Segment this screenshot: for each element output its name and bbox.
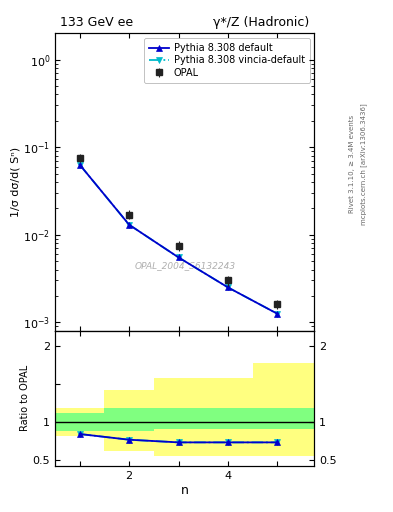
Pythia 8.308 vincia-default (77, 162, 82, 168)
Pythia 8.308 vincia-default (127, 222, 132, 228)
Pythia 8.308 default (176, 254, 181, 261)
Y-axis label: Ratio to OPAL: Ratio to OPAL (20, 365, 30, 432)
Pythia 8.308 default (275, 311, 280, 317)
Legend: Pythia 8.308 default, Pythia 8.308 vincia-default, OPAL: Pythia 8.308 default, Pythia 8.308 vinci… (144, 38, 310, 83)
X-axis label: n: n (181, 483, 189, 497)
Y-axis label: 1/σ dσ/d( Sⁿ): 1/σ dσ/d( Sⁿ) (10, 147, 20, 217)
Pythia 8.308 default (127, 222, 132, 228)
Pythia 8.308 vincia-default (226, 284, 230, 290)
Line: Pythia 8.308 default: Pythia 8.308 default (77, 162, 281, 317)
Text: OPAL_2004_S6132243: OPAL_2004_S6132243 (134, 261, 235, 270)
Text: γ*/Z (Hadronic): γ*/Z (Hadronic) (213, 16, 309, 29)
Line: Pythia 8.308 vincia-default: Pythia 8.308 vincia-default (77, 162, 281, 317)
Text: mcplots.cern.ch [arXiv:1306.3436]: mcplots.cern.ch [arXiv:1306.3436] (360, 103, 367, 225)
Pythia 8.308 vincia-default (275, 311, 280, 317)
Pythia 8.308 default (226, 284, 230, 290)
Text: Rivet 3.1.10, ≥ 3.4M events: Rivet 3.1.10, ≥ 3.4M events (349, 115, 355, 213)
Pythia 8.308 default (77, 162, 82, 168)
Text: 133 GeV ee: 133 GeV ee (60, 16, 133, 29)
Pythia 8.308 vincia-default (176, 254, 181, 261)
